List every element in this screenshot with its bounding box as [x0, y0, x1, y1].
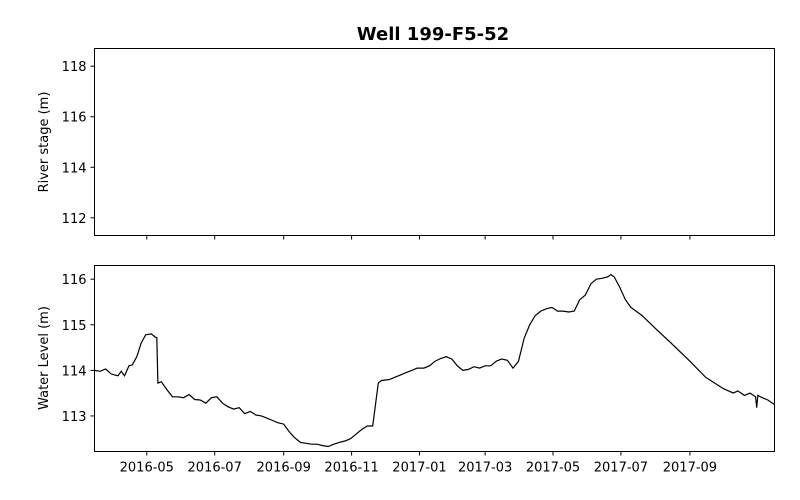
- river-stage-panel: 112 114 116 118 River stage (m): [37, 48, 775, 240]
- water-level-x-tick-label: 2017-07: [594, 461, 648, 476]
- water-level-frame: [94, 265, 775, 452]
- water-level-x-tick-label: 2016-07: [188, 461, 242, 476]
- river-stage-y-tick-label: 114: [62, 161, 87, 176]
- river-stage-y-tick-label: 112: [62, 212, 87, 227]
- water-level-y-tick-label: 116: [62, 273, 87, 288]
- water-level-x-tick-label: 2017-03: [458, 461, 512, 476]
- water-level-panel: 113 114 115 116 2016-05 2016-07 2016-09 2016-1…: [37, 265, 775, 476]
- river-stage-y-tick-label: 118: [62, 60, 87, 75]
- water-level-x-ticks: 2016-05 2016-07 2016-09 2016-11 2017-01 2017-…: [120, 451, 717, 476]
- water-level-y-ticks: 113 114 115 116: [62, 273, 95, 425]
- water-level-x-tick-label: 2017-01: [392, 461, 446, 476]
- water-level-y-tick-label: 115: [62, 319, 87, 334]
- water-level-x-tick-label: 2016-09: [257, 461, 311, 476]
- water-level-x-tick-label: 2016-05: [120, 461, 174, 476]
- water-level-x-tick-label: 2017-05: [526, 461, 580, 476]
- chart-title: Well 199-F5-52: [357, 24, 509, 45]
- river-stage-frame: [94, 48, 775, 236]
- water-level-y-tick-label: 113: [62, 410, 87, 425]
- water-level-series: [94, 273, 775, 448]
- water-level-y-tick-label: 114: [62, 364, 87, 379]
- river-stage-y-ticks: 112 114 116 118: [62, 60, 95, 227]
- river-stage-y-label: River stage (m): [37, 92, 52, 193]
- river-stage-y-tick-label: 116: [62, 111, 87, 126]
- water-level-x-tick-label: 2017-09: [663, 461, 717, 476]
- water-level-line: [94, 273, 775, 448]
- water-level-x-tick-label: 2016-11: [324, 461, 378, 476]
- water-level-y-label: Water Level (m): [37, 306, 52, 410]
- river-stage-x-ticks: [146, 235, 691, 240]
